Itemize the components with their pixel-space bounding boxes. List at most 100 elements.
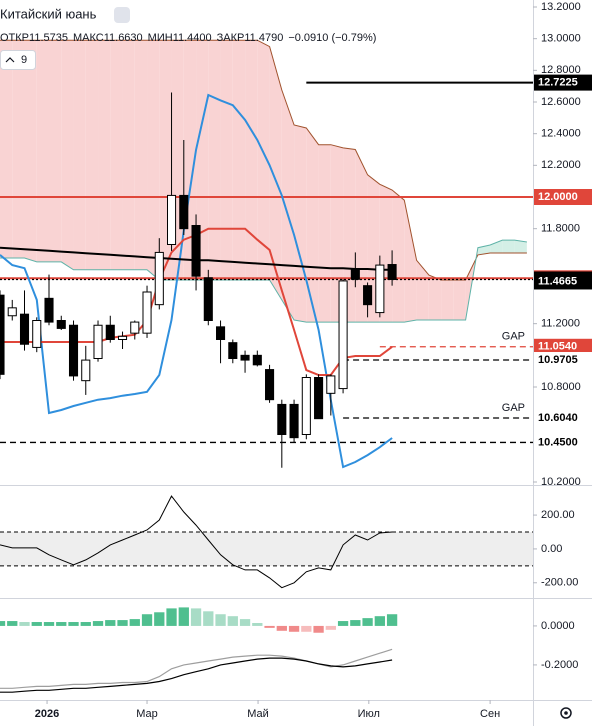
candle-body	[350, 269, 360, 280]
histogram-bar	[178, 607, 189, 626]
candle-body	[289, 403, 299, 439]
histogram-bar	[203, 611, 214, 626]
cloud-segment	[502, 240, 515, 254]
price-badge-label: 11.4665	[538, 275, 577, 287]
cloud-segment	[441, 279, 454, 321]
cloud-segment	[453, 279, 466, 321]
histogram-bar	[190, 608, 202, 626]
change-value: −0.0910 (−0.79%)	[288, 32, 376, 44]
candle-body	[117, 335, 128, 341]
y-tick-label: 10.2000	[541, 476, 581, 488]
cloud-segment	[392, 190, 405, 323]
cloud-segment	[61, 40, 74, 270]
histogram-bar	[325, 625, 336, 630]
histogram-bar	[129, 619, 140, 626]
candle-body	[7, 307, 17, 317]
cloud-segment	[220, 40, 233, 280]
macd-pane	[0, 607, 398, 693]
y-tick-label: 12.8000	[541, 64, 581, 76]
y-tick-label: 12.4000	[541, 128, 581, 140]
histogram-bar	[239, 619, 251, 626]
price-badge	[534, 189, 592, 205]
cloud-segment	[49, 40, 62, 262]
macd-line	[0, 657, 393, 693]
candle-body	[203, 277, 213, 321]
price-badge-label: 10.9705	[538, 354, 578, 366]
settings-button[interactable]	[560, 707, 572, 719]
histogram-bar	[252, 623, 263, 626]
candle-body	[93, 324, 103, 359]
candle-body	[265, 369, 275, 401]
symbol-title: Китайский юань	[0, 6, 97, 21]
candle-body	[216, 326, 226, 341]
histogram-bar	[68, 622, 79, 626]
candle-body	[81, 359, 91, 382]
histogram-bar	[288, 625, 300, 632]
candle-body	[142, 291, 152, 334]
price-pane: GAP GAP	[0, 39, 533, 469]
cloud-segment	[269, 46, 282, 300]
histogram-bar	[141, 614, 153, 626]
cloud-segment	[232, 40, 246, 280]
histogram-bar	[301, 625, 312, 632]
candle-body	[338, 280, 348, 390]
cloud-segment	[306, 127, 319, 323]
cloud-segment	[0, 40, 13, 258]
histogram-bar	[264, 625, 275, 628]
ohlc-value: 11.4790	[244, 32, 283, 44]
price-badge-label: 12.0000	[538, 191, 578, 203]
ohlc-value: 11.4400	[173, 32, 212, 44]
cloud-segment	[122, 40, 135, 270]
candle-body	[0, 294, 5, 375]
y-tick-label: 12.6000	[541, 96, 581, 108]
cloud-segment	[85, 40, 99, 270]
histogram-bar	[105, 620, 116, 626]
cloud-segment	[514, 240, 527, 254]
candle-body	[326, 375, 336, 394]
histogram-bar	[154, 612, 165, 626]
cloud-span-b	[0, 239, 527, 323]
cloud-segment	[24, 40, 37, 262]
cloud-segment	[318, 144, 331, 323]
candle-body	[191, 225, 201, 277]
indicators-toggle[interactable]	[0, 50, 36, 70]
cloud-segment	[490, 240, 503, 254]
candle-body	[301, 377, 311, 435]
candle-body	[105, 324, 115, 340]
histogram-bar	[80, 622, 91, 626]
y-tick-label: 13.0000	[541, 33, 581, 45]
candle-body	[240, 354, 250, 361]
price-badge	[534, 74, 592, 91]
cloud-segment	[73, 40, 86, 270]
candle-body	[387, 264, 397, 280]
price-badge	[534, 338, 592, 355]
x-tick-label: Июл	[358, 708, 380, 720]
cloud-segment	[110, 40, 123, 270]
histogram-bar	[313, 625, 324, 633]
price-badge-label: 11.0540	[538, 341, 577, 353]
price-badge	[534, 352, 592, 369]
x-tick-label: Сен	[480, 708, 500, 720]
cci-pane	[0, 495, 533, 589]
histogram-bar	[215, 614, 226, 626]
histogram-bar	[350, 620, 361, 626]
cloud-segment	[404, 200, 417, 323]
visibility-toggle[interactable]	[114, 7, 130, 23]
macd-line	[0, 648, 393, 689]
histogram-bar	[166, 608, 177, 626]
cloud-segment	[281, 89, 295, 321]
y-tick-label: 10.8000	[541, 381, 581, 393]
histogram-bar	[19, 622, 30, 626]
y-tick-label: -0.2000	[541, 659, 578, 671]
y-tick-label: 11.2000	[541, 318, 580, 330]
candle-body	[252, 354, 262, 366]
x-tick-label: Май	[247, 708, 269, 720]
histogram-bar	[92, 621, 104, 626]
cloud-segment	[208, 40, 221, 280]
price-badge	[534, 410, 592, 427]
candle-body	[154, 251, 164, 306]
candle-body	[179, 194, 189, 230]
histogram-bar	[7, 621, 18, 626]
